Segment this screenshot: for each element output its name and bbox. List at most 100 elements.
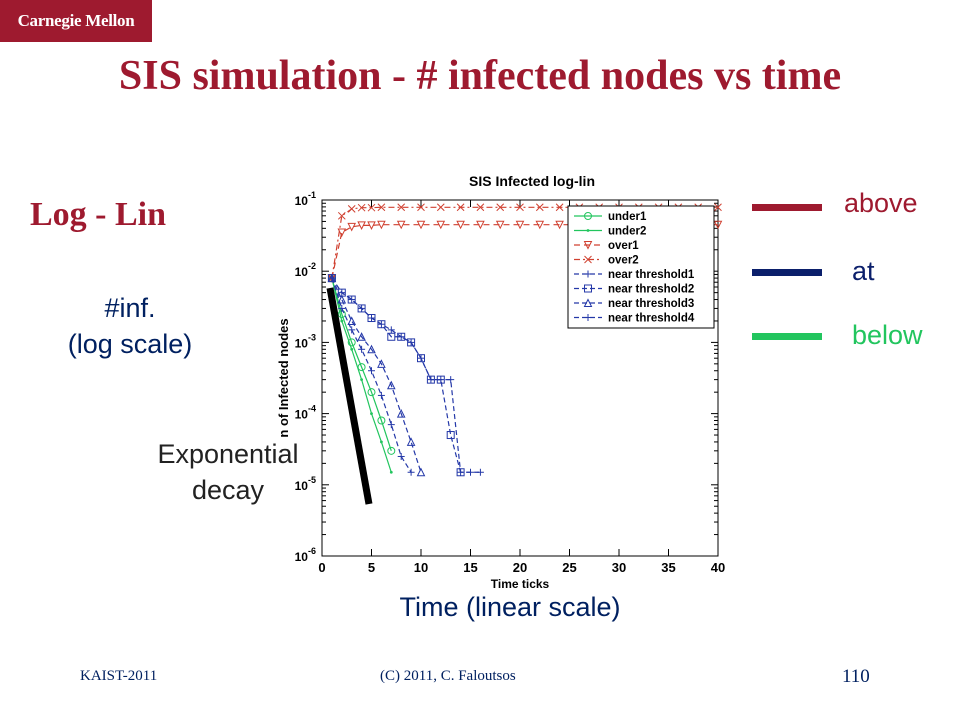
legend-label: over1 (608, 240, 639, 252)
y-tick-label: 10-5 (295, 475, 316, 493)
marker-circle (387, 446, 396, 455)
legend-label: under2 (608, 226, 646, 238)
sis-chart: SIS Infected log-lin 10-610-510-410-310-… (276, 173, 725, 591)
marker-triangle (495, 220, 505, 230)
marker-dot (350, 347, 354, 351)
marker-dot (360, 378, 363, 382)
y-tick-exponent: -3 (308, 332, 316, 342)
legend-label: near threshold1 (608, 269, 695, 281)
marker-x (357, 203, 366, 212)
series-line (331, 277, 481, 473)
marker-triangle (396, 408, 406, 418)
series-near-threshold4 (328, 274, 484, 476)
marker-x (584, 255, 592, 264)
series-near-threshold3 (327, 273, 426, 477)
y-tick-exponent: -5 (308, 475, 316, 485)
side-legend-at-label: at (852, 256, 875, 286)
footer-left: KAIST-2011 (80, 668, 158, 684)
marker-x (516, 203, 524, 212)
legend-label: near threshold3 (608, 298, 694, 310)
marker-x (476, 203, 485, 212)
y-tick-exponent: -6 (308, 546, 316, 556)
marker-triangle (713, 220, 723, 230)
marker-triangle (377, 359, 386, 368)
series-line (331, 277, 422, 473)
x-scale-annotation: Time (linear scale) (399, 592, 621, 622)
legend-label: under1 (608, 211, 647, 223)
marker-triangle (386, 380, 396, 390)
marker-x (496, 203, 505, 212)
marker-x (367, 203, 376, 212)
marker-circle (584, 212, 592, 220)
marker-triangle (337, 228, 347, 238)
x-tick-label: 20 (513, 560, 527, 575)
marker-triangle (367, 344, 376, 354)
marker-x (377, 203, 386, 212)
marker-triangle (357, 221, 366, 231)
marker-x (535, 203, 544, 212)
chart-title: SIS Infected log-lin (469, 173, 595, 189)
y-tick-exponent: -2 (308, 261, 316, 271)
y-annotation-line-2: (log scale) (67, 329, 193, 359)
marker-x (436, 203, 445, 212)
marker-triangle (337, 294, 347, 304)
marker-x (714, 203, 722, 212)
side-legend-at-swatch (752, 269, 822, 276)
x-tick-label: 35 (661, 560, 675, 575)
x-tick-label: 40 (711, 560, 725, 575)
marker-triangle (377, 220, 386, 230)
marker-circle (377, 416, 386, 425)
x-axis-label: Time ticks (491, 577, 550, 591)
y-tick-exponent: -4 (308, 404, 316, 414)
marker-triangle (367, 221, 376, 231)
marker-x (347, 205, 356, 213)
y-tick-label: 10-1 (295, 190, 316, 208)
marker-triangle (416, 220, 426, 230)
y-tick-label: 10-2 (295, 261, 316, 279)
marker-x (456, 203, 465, 212)
marker-dot (370, 412, 373, 415)
legend-label: near threshold4 (608, 313, 695, 325)
chart-legend: under1 under2 over1 over2 near threshold1 nea… (567, 205, 715, 329)
marker-triangle (555, 220, 564, 230)
series-under2 (330, 276, 393, 474)
decay-slope-line (326, 287, 373, 505)
series-line (331, 277, 392, 452)
decay-annotation-line-1: Exponential (157, 439, 299, 469)
marker-circle (347, 338, 356, 347)
legend-label: over2 (608, 255, 639, 267)
marker-square (446, 431, 455, 440)
side-legend-above-label: above (844, 188, 918, 218)
marker-triangle (535, 220, 545, 230)
decay-annotation: Exponential decay (118, 436, 338, 508)
carnegie-mellon-logo: Carnegie Mellon (0, 0, 152, 42)
y-tick-label: 10-4 (295, 404, 316, 422)
x-tick-label: 10 (414, 560, 428, 575)
marker-triangle (476, 220, 485, 230)
marker-triangle (583, 298, 593, 307)
legend-label: near threshold2 (608, 284, 694, 296)
marker-dot (586, 229, 590, 232)
y-axis-label: n of Infected nodes (276, 318, 291, 437)
marker-dot (389, 470, 393, 474)
x-tick-label: 5 (368, 560, 375, 575)
log-lin-subtitle: Log - Lin (30, 196, 167, 233)
marker-triangle (456, 220, 465, 230)
x-tick-label: 15 (463, 560, 477, 575)
y-scale-annotation: #inf. (log scale) (20, 290, 240, 362)
marker-triangle (583, 241, 593, 250)
side-legend-below-swatch (752, 333, 822, 340)
marker-x (397, 203, 406, 212)
legend-box (567, 205, 715, 329)
footer-center: (C) 2011, C. Faloutsos (380, 668, 516, 684)
marker-triangle (515, 220, 525, 230)
side-legend-above-swatch (752, 204, 822, 211)
marker-square (584, 284, 592, 293)
page-number: 110 (842, 666, 870, 687)
marker-x (555, 203, 564, 212)
marker-triangle (357, 332, 366, 341)
x-tick-label: 0 (318, 560, 325, 575)
marker-triangle (396, 220, 406, 230)
y-tick-exponent: -1 (308, 190, 316, 200)
slide-title: SIS simulation - # infected nodes vs tim… (118, 53, 842, 99)
